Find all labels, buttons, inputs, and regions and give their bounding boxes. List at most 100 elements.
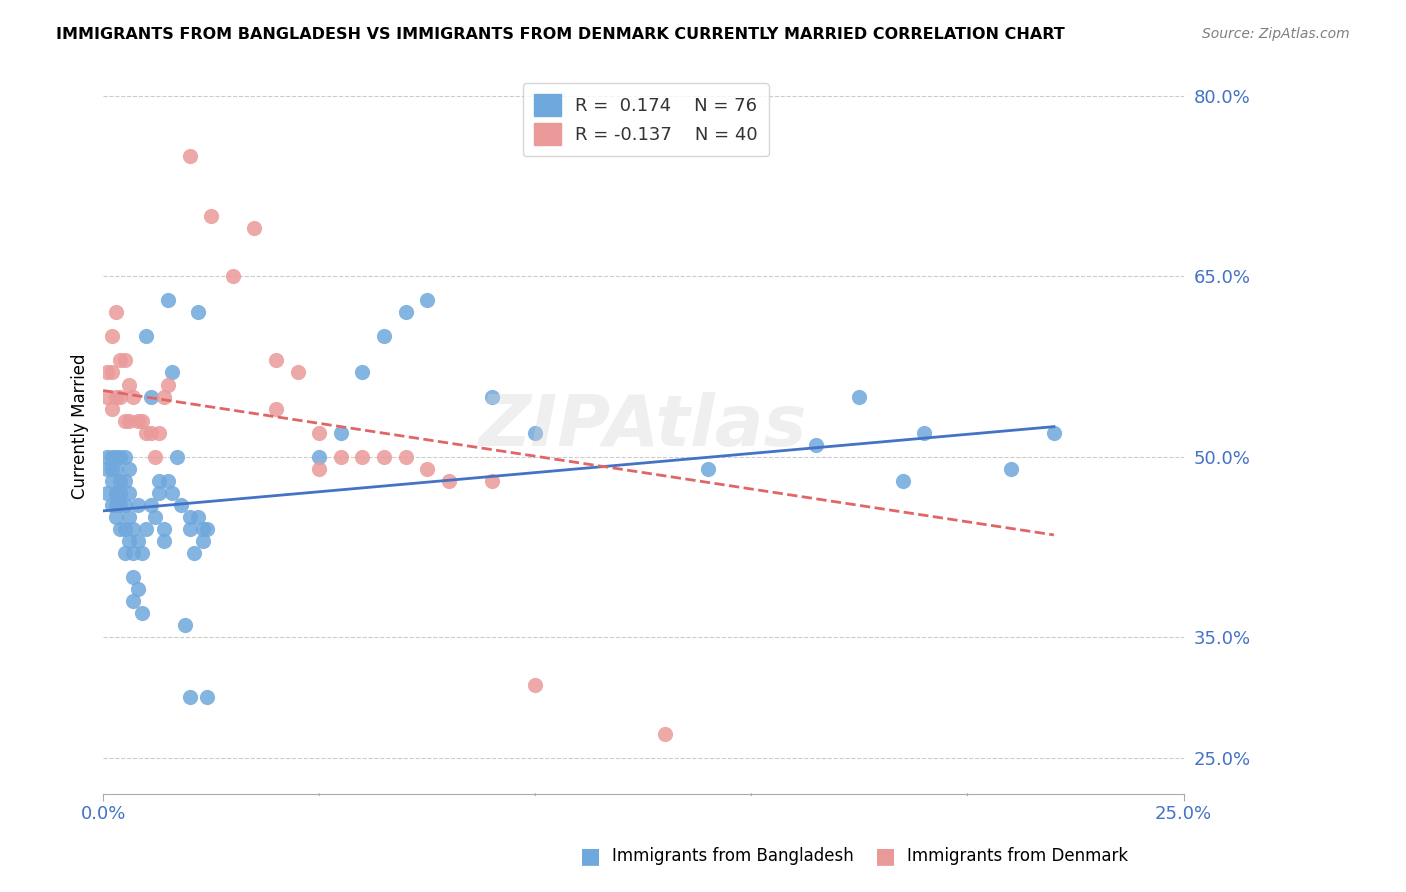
Point [352,450,374,464]
Point [110,498,132,512]
Point [191,533,214,548]
Point [114,353,136,368]
Point [156,377,179,392]
Point [122,594,145,608]
Point [187,509,209,524]
Point [114,546,136,560]
Point [114,450,136,464]
Point [697,462,720,476]
Point [118,509,141,524]
Point [848,390,870,404]
Point [243,221,266,235]
Text: ■: ■ [581,847,600,866]
Point [100,474,122,488]
Point [437,474,460,488]
Point [654,726,676,740]
Point [170,498,193,512]
Point [110,450,132,464]
Point [105,462,128,476]
Text: Immigrants from Bangladesh: Immigrants from Bangladesh [612,847,853,865]
Point [174,618,197,632]
Point [100,329,122,343]
Point [96,450,118,464]
Point [118,485,141,500]
Y-axis label: Currently Married: Currently Married [72,354,89,500]
Point [105,498,128,512]
Point [195,522,218,536]
Point [481,474,503,488]
Text: Immigrants from Denmark: Immigrants from Denmark [907,847,1128,865]
Point [135,425,157,440]
Point [118,462,141,476]
Point [891,474,914,488]
Point [183,546,205,560]
Point [122,570,145,584]
Point [179,509,201,524]
Point [110,474,132,488]
Point [373,450,395,464]
Point [1043,425,1066,440]
Point [179,690,201,705]
Point [222,269,245,284]
Point [416,293,439,308]
Point [148,485,170,500]
Point [114,498,136,512]
Point [105,450,128,464]
Point [110,390,132,404]
Point [100,498,122,512]
Point [114,474,136,488]
Point [127,533,149,548]
Point [156,293,179,308]
Point [122,390,145,404]
Point [329,450,352,464]
Point [264,401,287,416]
Point [179,522,201,536]
Point [96,390,118,404]
Point [162,366,184,380]
Point [122,522,145,536]
Point [395,450,418,464]
Point [139,498,162,512]
Point [195,690,218,705]
Point [139,425,162,440]
Point [105,305,128,319]
Point [122,546,145,560]
Point [96,462,118,476]
Point [135,329,157,343]
Point [100,366,122,380]
Point [118,377,141,392]
Point [110,485,132,500]
Point [131,546,153,560]
Point [127,414,149,428]
Point [806,438,828,452]
Point [156,474,179,488]
Point [105,390,128,404]
Text: ZIPAtlas: ZIPAtlas [479,392,807,461]
Point [127,498,149,512]
Text: Source: ZipAtlas.com: Source: ZipAtlas.com [1202,27,1350,41]
Point [96,366,118,380]
Point [200,209,222,223]
Point [264,353,287,368]
Point [110,353,132,368]
Point [127,582,149,596]
Point [191,522,214,536]
Point [100,462,122,476]
Point [481,390,503,404]
Point [148,425,170,440]
Text: IMMIGRANTS FROM BANGLADESH VS IMMIGRANTS FROM DENMARK CURRENTLY MARRIED CORRELAT: IMMIGRANTS FROM BANGLADESH VS IMMIGRANTS… [56,27,1064,42]
Point [152,390,174,404]
Point [373,329,395,343]
Point [308,450,330,464]
Point [187,305,209,319]
Point [143,450,166,464]
Point [148,474,170,488]
Point [105,485,128,500]
Point [110,522,132,536]
Point [143,509,166,524]
Point [524,425,547,440]
Point [114,522,136,536]
Point [179,149,201,163]
Point [1000,462,1022,476]
Point [395,305,418,319]
